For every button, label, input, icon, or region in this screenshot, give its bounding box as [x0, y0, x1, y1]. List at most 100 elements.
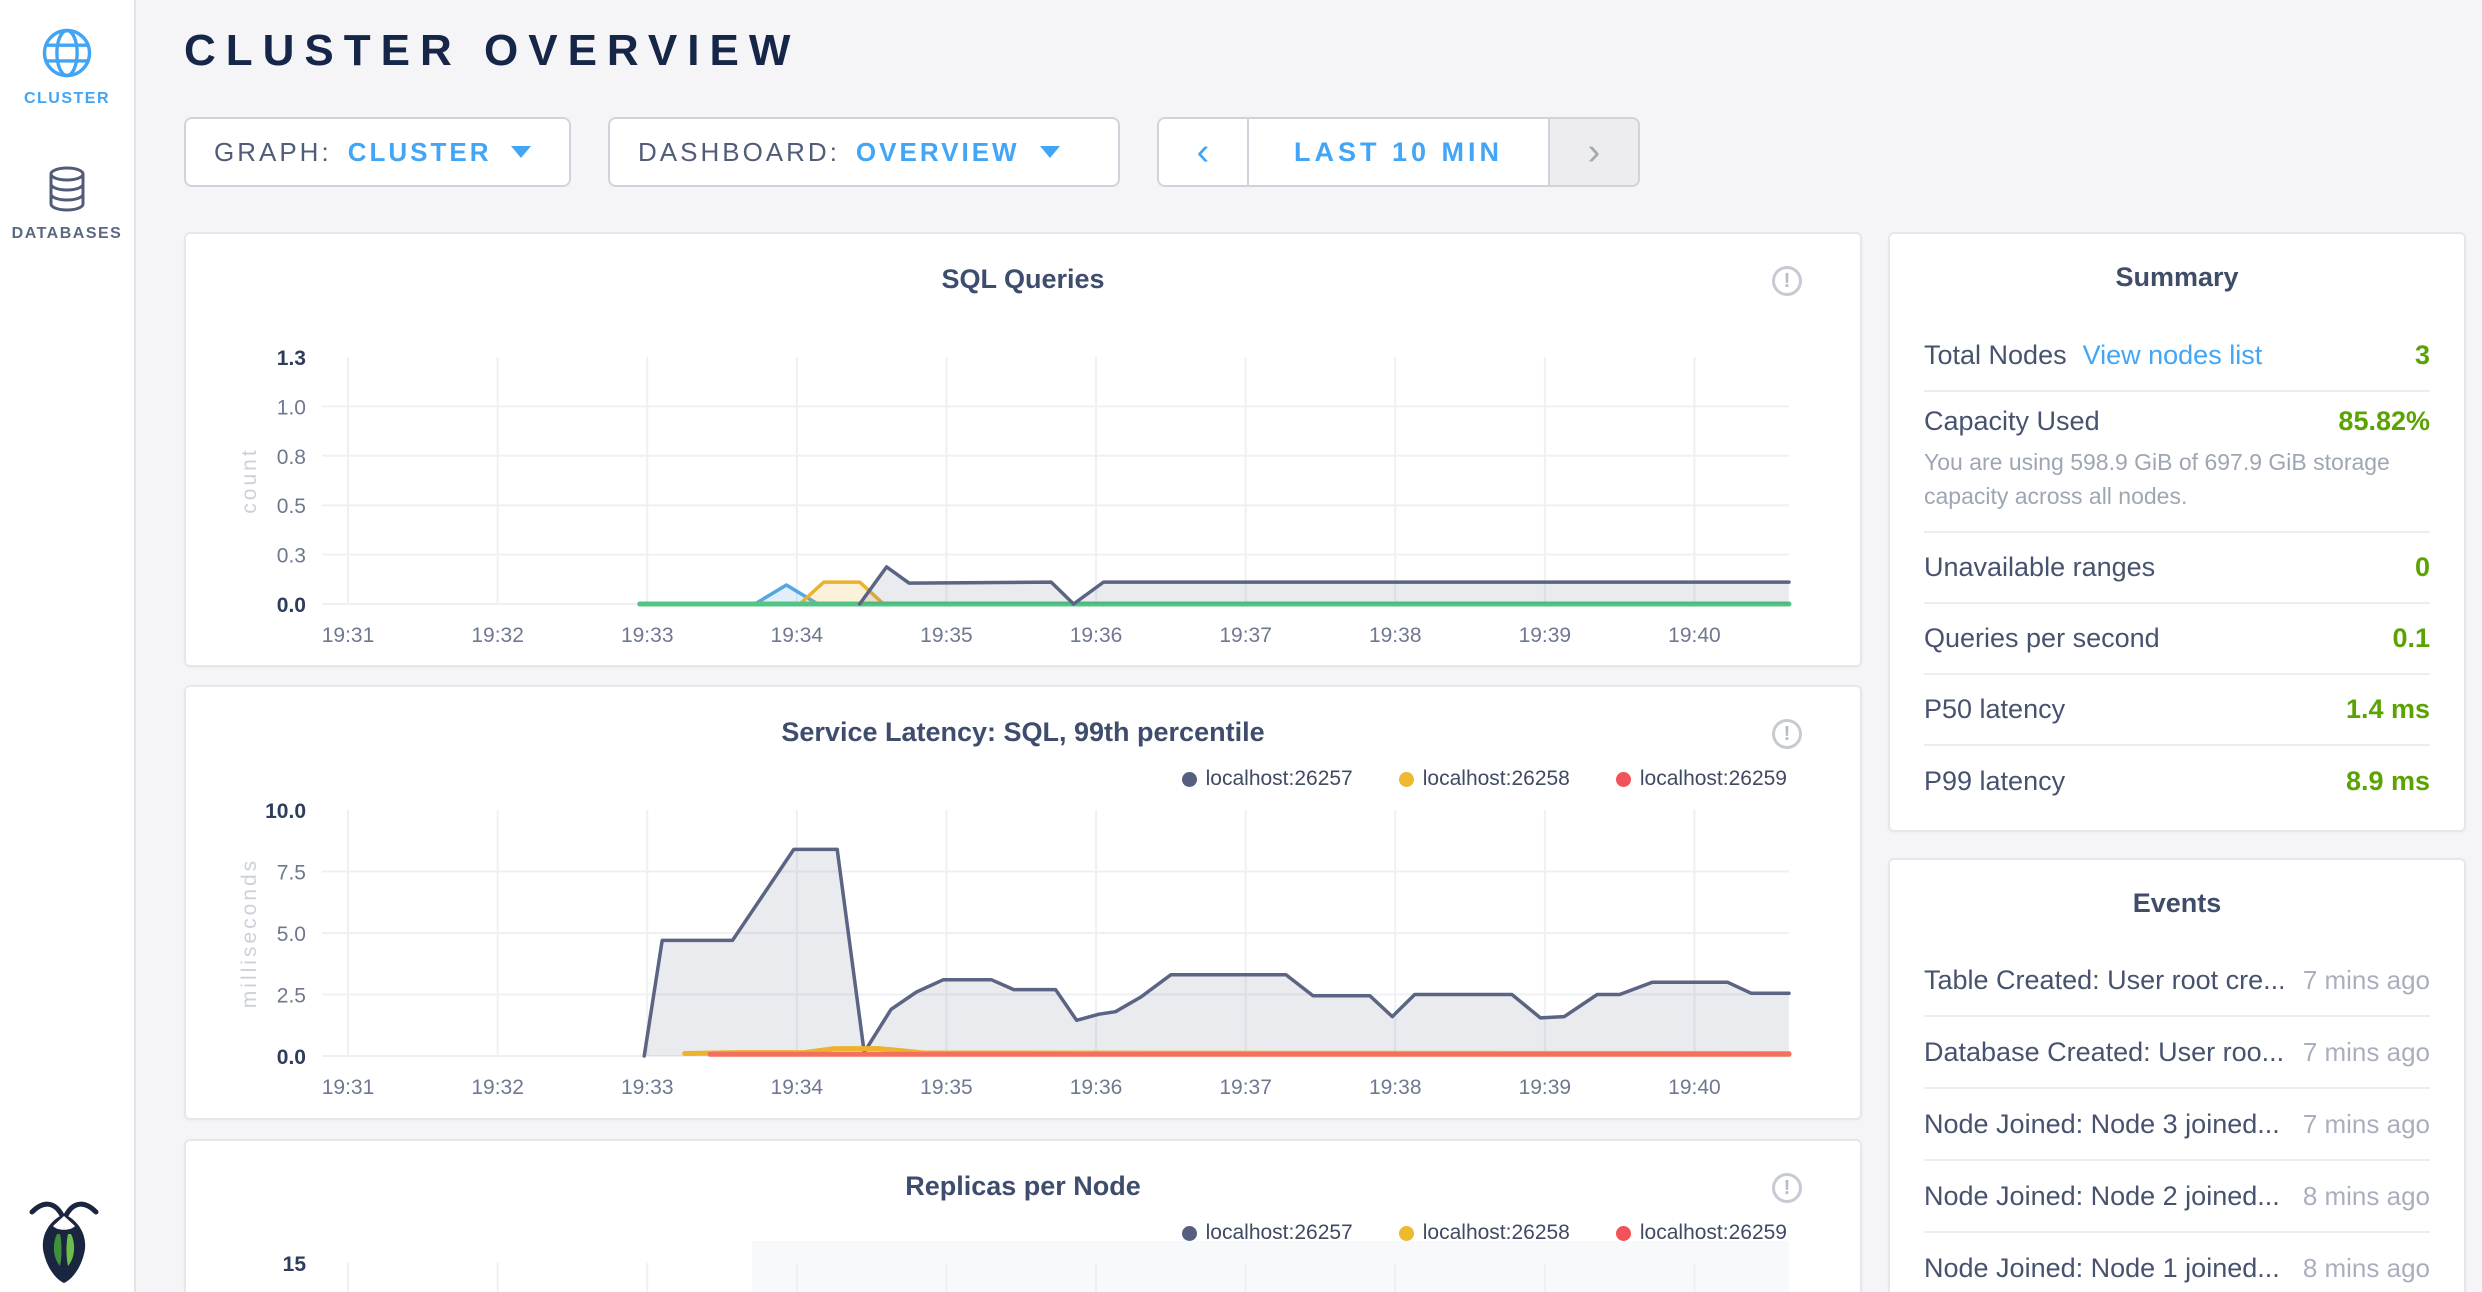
summary-row-p50-latency: P50 latency 1.4 ms [1924, 675, 2430, 746]
legend-item[interactable]: localhost:26257 [1182, 767, 1353, 791]
summary-panel: Summary Total Nodes View nodes list 3 Ca… [1888, 232, 2466, 832]
event-row: Node Joined: Node 1 joined... 8 mins ago [1924, 1233, 2430, 1292]
svg-text:0.3: 0.3 [277, 545, 306, 568]
summary-row-label: Queries per second [1924, 623, 2160, 654]
svg-text:milliseconds: milliseconds [238, 858, 261, 1008]
chevron-down-icon [1040, 146, 1060, 158]
svg-text:0.0: 0.0 [277, 1046, 306, 1069]
svg-text:19:36: 19:36 [1070, 624, 1123, 647]
info-icon[interactable]: ! [1772, 719, 1802, 749]
sidebar-item-cluster[interactable]: CLUSTER [0, 26, 134, 108]
chart-title: SQL Queries [186, 264, 1860, 295]
legend-label: localhost:26258 [1423, 767, 1570, 791]
summary-row-label: P50 latency [1924, 694, 2065, 725]
svg-text:19:38: 19:38 [1369, 624, 1422, 647]
legend-item[interactable]: localhost:26259 [1616, 767, 1787, 791]
legend-dot-icon [1182, 772, 1197, 787]
sidebar: CLUSTER DATABASES [0, 0, 136, 1292]
database-icon [43, 165, 91, 215]
svg-text:19:33: 19:33 [621, 1076, 674, 1099]
summary-row-value: 0 [2415, 552, 2430, 583]
time-range-label[interactable]: LAST 10 MIN [1247, 119, 1550, 185]
svg-text:0.8: 0.8 [277, 446, 306, 469]
dashboard-dropdown-value: OVERVIEW [856, 137, 1020, 168]
svg-text:19:36: 19:36 [1070, 1076, 1123, 1099]
service-latency-chart[interactable]: 19:3119:3219:3319:3419:3519:3619:3719:38… [186, 687, 1864, 1127]
event-text: Node Joined: Node 1 joined... [1924, 1253, 2280, 1284]
summary-row-label: Unavailable ranges [1924, 552, 2155, 583]
replicas-per-node-card: 1510 Replicas per Node ! localhost:26257… [184, 1139, 1862, 1292]
legend-item[interactable]: localhost:26258 [1399, 1221, 1570, 1245]
summary-row-capacity-used: Capacity Used 85.82% You are using 598.9… [1924, 392, 2430, 533]
svg-text:1.0: 1.0 [277, 396, 306, 419]
sql-queries-card: 19:3119:3219:3319:3419:3519:3619:3719:38… [184, 232, 1862, 667]
event-time: 7 mins ago [2283, 965, 2430, 996]
svg-text:5.0: 5.0 [277, 923, 306, 946]
legend-dot-icon [1399, 1226, 1414, 1241]
graph-dropdown[interactable]: GRAPH: CLUSTER [184, 117, 571, 187]
svg-text:19:39: 19:39 [1519, 1076, 1572, 1099]
replicas-per-node-chart[interactable]: 1510 [186, 1141, 1864, 1292]
events-title: Events [1924, 860, 2430, 919]
sql-queries-chart[interactable]: 19:3119:3219:3319:3419:3519:3619:3719:38… [186, 234, 1864, 674]
event-text: Database Created: User roo... [1924, 1037, 2283, 1068]
event-time: 7 mins ago [2283, 1109, 2430, 1140]
event-row: Table Created: User root cre... 7 mins a… [1924, 945, 2430, 1017]
svg-text:2.5: 2.5 [277, 985, 306, 1008]
svg-text:19:40: 19:40 [1668, 624, 1721, 647]
graph-dropdown-label: GRAPH: [214, 137, 332, 168]
svg-text:19:39: 19:39 [1519, 624, 1572, 647]
svg-text:19:35: 19:35 [920, 1076, 973, 1099]
svg-text:19:37: 19:37 [1219, 1076, 1272, 1099]
legend-label: localhost:26258 [1423, 1221, 1570, 1245]
sidebar-item-databases[interactable]: DATABASES [0, 165, 134, 243]
event-time: 8 mins ago [2283, 1253, 2430, 1284]
svg-text:19:32: 19:32 [471, 1076, 524, 1099]
legend-dot-icon [1616, 772, 1631, 787]
event-row: Node Joined: Node 3 joined... 7 mins ago [1924, 1089, 2430, 1161]
info-icon[interactable]: ! [1772, 266, 1802, 296]
event-text: Node Joined: Node 2 joined... [1924, 1181, 2280, 1212]
svg-text:count: count [238, 447, 261, 513]
legend-item[interactable]: localhost:26257 [1182, 1221, 1353, 1245]
event-row: Node Joined: Node 2 joined... 8 mins ago [1924, 1161, 2430, 1233]
dashboard-dropdown-label: DASHBOARD: [638, 137, 840, 168]
legend-label: localhost:26257 [1206, 767, 1353, 791]
summary-row-total-nodes: Total Nodes View nodes list 3 [1924, 321, 2430, 392]
event-time: 7 mins ago [2283, 1037, 2430, 1068]
time-range-next-button[interactable]: › [1550, 119, 1638, 185]
svg-text:15: 15 [283, 1253, 307, 1276]
chart-title: Service Latency: SQL, 99th percentile [186, 717, 1860, 748]
svg-text:19:40: 19:40 [1668, 1076, 1721, 1099]
cockroachdb-logo-icon[interactable] [26, 1196, 102, 1284]
chart-title: Replicas per Node [186, 1171, 1860, 1202]
summary-row-queries-per-second: Queries per second 0.1 [1924, 604, 2430, 675]
event-text: Table Created: User root cre... [1924, 965, 2283, 996]
globe-icon [40, 26, 94, 80]
summary-row-value: 1.4 ms [2346, 694, 2430, 725]
time-range-selector: ‹ LAST 10 MIN › [1157, 117, 1640, 187]
sidebar-item-label: DATABASES [12, 225, 123, 242]
legend-item[interactable]: localhost:26259 [1616, 1221, 1787, 1245]
event-time: 8 mins ago [2283, 1181, 2430, 1212]
events-panel: Events Table Created: User root cre... 7… [1888, 858, 2466, 1292]
sidebar-item-label: CLUSTER [24, 90, 110, 107]
event-text: Node Joined: Node 3 joined... [1924, 1109, 2280, 1140]
view-nodes-list-link[interactable]: View nodes list [2083, 340, 2263, 371]
legend-dot-icon [1399, 772, 1414, 787]
summary-row-label: Capacity Used [1924, 406, 2100, 437]
legend-item[interactable]: localhost:26258 [1399, 767, 1570, 791]
chart-legend: localhost:26257 localhost:26258 localhost:… [1182, 767, 1787, 791]
svg-text:19:38: 19:38 [1369, 1076, 1422, 1099]
info-icon[interactable]: ! [1772, 1173, 1802, 1203]
summary-row-label: Total Nodes [1924, 340, 2067, 371]
time-range-prev-button[interactable]: ‹ [1159, 119, 1247, 185]
svg-text:19:34: 19:34 [771, 1076, 824, 1099]
dashboard-dropdown[interactable]: DASHBOARD: OVERVIEW [608, 117, 1120, 187]
svg-text:19:33: 19:33 [621, 624, 674, 647]
capacity-used-subtext: You are using 598.9 GiB of 697.9 GiB sto… [1924, 445, 2394, 513]
svg-text:19:32: 19:32 [471, 624, 524, 647]
svg-text:10.0: 10.0 [265, 800, 306, 823]
summary-row-p99-latency: P99 latency 8.9 ms [1924, 746, 2430, 817]
svg-text:7.5: 7.5 [277, 862, 306, 885]
